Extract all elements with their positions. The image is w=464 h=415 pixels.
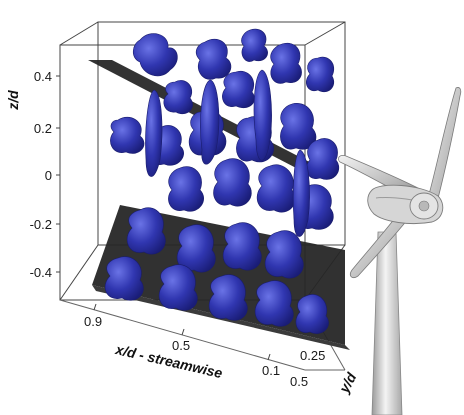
z-tick-1: 0.2 [34,121,52,136]
wind-turbine-icon [338,87,462,415]
z-tick-0: 0.4 [34,69,52,84]
x-axis [93,303,271,361]
x-tick-2: 0.1 [262,363,280,378]
z-tick-2: 0 [45,168,52,183]
x-tick-0: 0.9 [84,314,102,329]
z-tick-3: -0.2 [30,217,52,232]
vortex-isosurface [104,28,340,334]
y-tick-0: 0.25 [300,348,325,363]
x-axis-label: x/d - streamwise [113,341,224,381]
y-axis-label: y/d [335,370,359,397]
x-tick-1: 0.5 [172,338,190,353]
z-axis-label: z/d [5,90,21,111]
z-axis [56,75,60,273]
y-tick-1: 0.5 [290,374,308,389]
z-tick-4: -0.4 [30,265,52,280]
